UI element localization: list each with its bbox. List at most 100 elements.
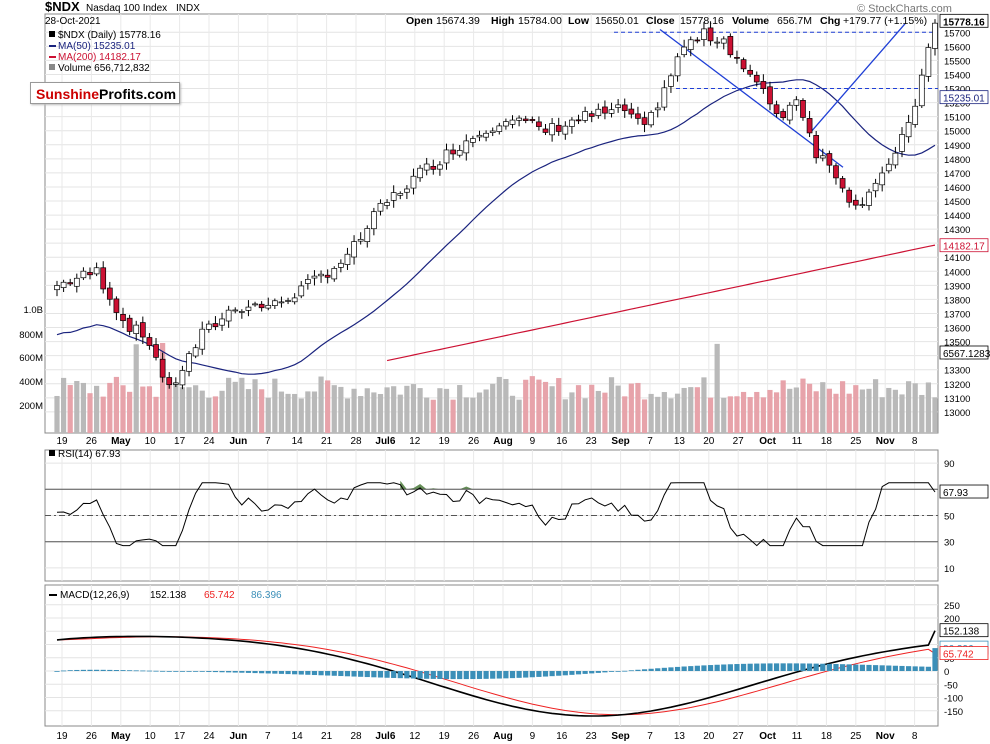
candle-body [357,238,364,242]
candle-body [806,118,813,134]
macd-hist-bar [602,671,608,673]
volume-bar [100,396,106,433]
x-tick-label: 27 [733,436,745,447]
macd-hist-bar [305,671,311,675]
macd-panel [44,584,939,727]
candle-body [318,273,324,277]
price-tick-label: 15500 [944,56,970,67]
candle-body [773,104,780,115]
volume-bar [595,390,601,433]
macd-hist-bar [232,671,238,673]
volume-bar [536,379,542,433]
volume-bar [787,388,793,433]
x-tick-label-bottom: 11 [792,731,803,742]
x-tick-label: 26 [86,436,98,447]
legend-volume-swatch [49,64,55,70]
price-tick-label: 15400 [944,70,970,81]
macd-hist-bar [252,671,258,674]
uptrend-line [811,23,906,132]
volume-bar [846,393,852,433]
x-tick-label-bottom: 16 [556,731,568,742]
candle-body [582,111,588,121]
macd-hist-bar [595,671,601,673]
candle-body [364,228,371,242]
macd-hist-bar [569,671,575,675]
macd-hist-bar [239,671,245,673]
candle-body [192,347,199,357]
price-tick-label: 14300 [944,225,970,236]
candle-body [410,175,417,189]
macd-hist-bar [437,671,443,679]
x-tick-label: 19 [56,436,68,447]
candle-body [186,353,192,372]
macd-hist-bar [556,671,562,676]
volume-bar [523,379,529,433]
volume-bar [331,385,337,433]
price-tick-label: 15600 [944,42,970,53]
candle-body [430,166,437,170]
volume-bar [859,389,865,433]
volume-bar [648,393,654,433]
macd-hist-bar [899,665,905,671]
macd-hist-bar [318,671,324,676]
macd-badge-box [939,623,989,638]
x-tick-label-bottom: 19 [439,731,451,742]
volume-bar [239,377,245,433]
macd-hist-bar [338,671,344,677]
volume-bar [503,378,509,433]
x-tick-label: 20 [703,436,715,447]
price-tick-label: 14500 [944,197,970,208]
macd-hist-bar [740,663,747,671]
x-tick-label-bottom: 10 [145,731,157,742]
x-tick-label-bottom: 8 [912,731,918,742]
x-tick-label-bottom: Nov [876,731,895,742]
candle-body [846,189,853,203]
macd-badge-text: 152.138 [943,627,980,638]
volume-bar [344,398,351,433]
macd-hist-bar [113,670,120,671]
candle-body [681,46,687,56]
x-tick-label-bottom: 26 [86,731,98,742]
candle-body [80,270,87,279]
x-tick-label-bottom: 26 [468,731,480,742]
candle-body [925,47,932,77]
volume-bar [721,397,727,433]
macd-hist-bar [391,671,397,678]
volume-bar [496,376,502,433]
x-tick-label: 13 [674,436,686,447]
x-tick-label: 11 [792,436,803,447]
macd-hist-bar [424,671,430,679]
x-tick-label-bottom: 21 [321,731,333,742]
candle-body [753,74,760,83]
volume-bar [87,393,93,433]
candle-body [483,132,489,138]
candle-body [199,328,206,350]
candle-body [67,282,74,285]
price-tick-label: 13300 [944,366,970,377]
x-tick-label: 17 [174,436,186,447]
candle-body [252,303,258,306]
x-tick-label-bottom: 23 [586,731,598,742]
ma200-line [386,244,936,362]
candle-body [595,108,602,116]
candle-body [311,275,318,279]
ma50-line [56,79,936,375]
macd-hist-bar [688,666,694,671]
price-tick-label: 15300 [944,85,970,96]
value-badge-box [939,238,989,253]
macd-hist-bar [866,664,872,671]
chart-date: 28-Oct-2021 [45,16,101,27]
volume-bar [925,382,931,433]
macd-hist-bar [206,671,212,672]
chg-value: +179.77 (+1.15%) [843,15,927,27]
x-tick-label-bottom: 7 [647,731,653,742]
macd-hist-bar [219,671,225,673]
volume-bar [655,396,661,433]
volume-bar [146,386,153,433]
candle-body [219,318,225,326]
macd-hist-bar [767,663,773,671]
candle-body [238,311,245,313]
x-tick-label: 9 [530,436,536,447]
candle-body [258,303,265,309]
candle-body [113,298,120,313]
